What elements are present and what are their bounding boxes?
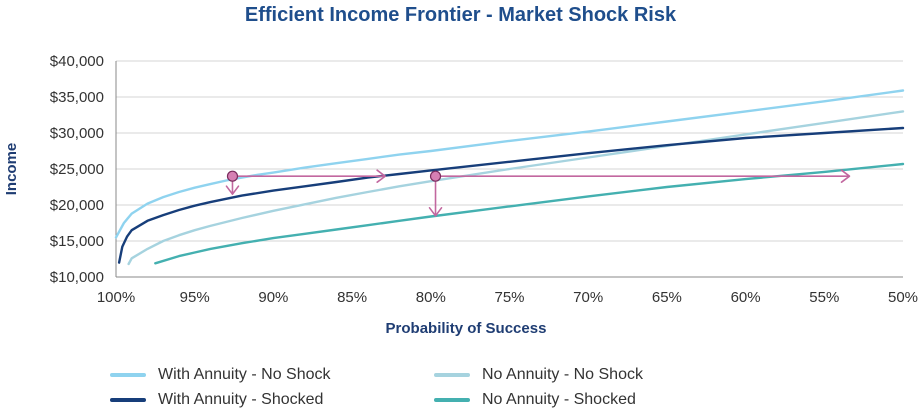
series-line-with-annuity-shocked [117, 126, 905, 264]
y-tick-label: $15,000 [50, 233, 104, 250]
legend-item-no-annuity-no-shock: No Annuity - No Shock [434, 364, 643, 386]
grid-lines [116, 60, 903, 242]
annotation-arrow-head [840, 169, 851, 183]
legend-item-no-annuity-shocked: No Annuity - Shocked [434, 389, 636, 411]
annotation-arrow-head [428, 207, 443, 217]
x-axis-label: Probability of Success [386, 320, 547, 337]
x-tick-label: 70% [573, 289, 603, 306]
x-tick-label: 90% [258, 289, 288, 306]
y-tick-label: $35,000 [50, 89, 104, 106]
x-tick-label: 50% [888, 289, 918, 306]
legend-swatch [434, 398, 470, 402]
legend-swatch [434, 373, 470, 377]
series-lines [114, 89, 905, 266]
annotation-arrow-head [225, 185, 240, 195]
y-axis-label: Income [3, 143, 20, 196]
legend-item-with-annuity-no-shock: With Annuity - No Shock [110, 364, 331, 386]
chart-title: Efficient Income Frontier - Market Shock… [244, 4, 677, 26]
x-tick-label: 75% [494, 289, 524, 306]
x-tick-label: 55% [809, 289, 839, 306]
legend-swatch [110, 373, 146, 377]
y-tick-label: $10,000 [50, 269, 104, 286]
legend-label: With Annuity - Shocked [158, 391, 324, 408]
annotations [225, 169, 851, 217]
series-line-with-annuity-no-shock [114, 89, 905, 239]
x-tick-label: 65% [652, 289, 682, 306]
x-tick-label: 100% [97, 289, 135, 306]
annotation-arrow-head [376, 169, 386, 183]
annotation-marker [226, 170, 239, 182]
legend-item-with-annuity-shocked: With Annuity - Shocked [110, 389, 323, 411]
y-tick-label: $30,000 [50, 125, 104, 142]
x-tick-label: 80% [416, 289, 446, 306]
x-tick-label: 60% [731, 289, 761, 306]
x-tick-label: 85% [337, 289, 367, 306]
legend-label: With Annuity - No Shock [158, 366, 331, 383]
y-tick-label: $20,000 [50, 197, 104, 214]
legend-label: No Annuity - Shocked [482, 391, 636, 408]
x-tick-label: 95% [180, 289, 210, 306]
legend-swatch [110, 398, 146, 402]
legend-label: No Annuity - No Shock [482, 366, 643, 383]
axes [115, 61, 903, 278]
tick-labels: $10,000 $15,000 $20,000 $25,000 $30,000 $35,0… [50, 53, 918, 306]
y-tick-label: $25,000 [50, 161, 104, 178]
series-line-no-annuity-no-shock [127, 110, 905, 266]
annotation-marker [429, 170, 442, 182]
series-line-no-annuity-shocked [154, 162, 905, 265]
y-tick-label: $40,000 [50, 53, 104, 70]
